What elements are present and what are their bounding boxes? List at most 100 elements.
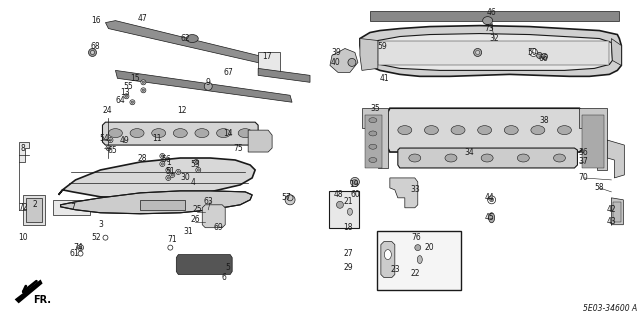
Polygon shape (248, 130, 272, 152)
Text: 75: 75 (234, 144, 243, 152)
Text: 14: 14 (223, 129, 233, 137)
Text: 52: 52 (92, 233, 101, 242)
Ellipse shape (167, 177, 170, 179)
Ellipse shape (141, 88, 146, 93)
Ellipse shape (536, 52, 543, 58)
Ellipse shape (490, 198, 493, 202)
Text: 55: 55 (124, 82, 133, 91)
Text: 5E03-34600 A: 5E03-34600 A (583, 304, 637, 313)
Ellipse shape (529, 48, 538, 56)
Text: 22: 22 (410, 269, 420, 278)
Polygon shape (61, 191, 252, 214)
Ellipse shape (186, 34, 198, 42)
Ellipse shape (173, 129, 188, 137)
Text: 68: 68 (91, 42, 100, 51)
Text: 4: 4 (191, 178, 196, 187)
Polygon shape (372, 33, 612, 70)
Ellipse shape (348, 58, 356, 66)
Text: 71: 71 (168, 235, 177, 244)
Text: 43: 43 (607, 217, 616, 226)
Ellipse shape (78, 251, 83, 256)
Polygon shape (398, 148, 577, 168)
Polygon shape (378, 41, 609, 65)
Ellipse shape (161, 155, 164, 157)
Text: 59: 59 (377, 42, 387, 51)
Text: 58: 58 (595, 183, 604, 192)
Text: FR.: FR. (34, 295, 52, 305)
Polygon shape (22, 195, 45, 225)
Polygon shape (360, 39, 378, 70)
Polygon shape (59, 158, 255, 198)
Polygon shape (19, 142, 29, 162)
Text: 51: 51 (166, 167, 175, 176)
Polygon shape (579, 108, 607, 170)
Text: 64: 64 (116, 96, 125, 105)
Ellipse shape (88, 48, 97, 56)
Text: 49: 49 (120, 136, 129, 145)
Ellipse shape (474, 48, 482, 56)
Text: 56: 56 (161, 155, 172, 165)
Polygon shape (390, 178, 418, 208)
Text: 63: 63 (204, 197, 213, 206)
Ellipse shape (79, 246, 82, 249)
FancyBboxPatch shape (377, 231, 461, 290)
Ellipse shape (517, 154, 529, 162)
Ellipse shape (152, 129, 166, 137)
Ellipse shape (166, 175, 171, 181)
Ellipse shape (409, 154, 420, 162)
Ellipse shape (216, 129, 230, 137)
Text: 50: 50 (527, 48, 538, 57)
Ellipse shape (415, 245, 420, 251)
Ellipse shape (488, 213, 495, 223)
Polygon shape (365, 115, 382, 168)
Ellipse shape (238, 129, 252, 137)
Text: 17: 17 (262, 52, 272, 61)
Polygon shape (106, 21, 270, 65)
Ellipse shape (369, 144, 377, 149)
Polygon shape (362, 108, 388, 168)
Text: 70: 70 (579, 174, 588, 182)
Ellipse shape (197, 169, 200, 171)
Ellipse shape (369, 158, 377, 162)
Polygon shape (52, 200, 90, 215)
Text: 41: 41 (380, 74, 390, 83)
Polygon shape (613, 202, 621, 222)
Text: 76: 76 (411, 233, 420, 242)
Text: 53: 53 (190, 160, 200, 169)
Text: 7: 7 (70, 203, 75, 212)
Polygon shape (202, 205, 225, 228)
Ellipse shape (476, 50, 479, 55)
Text: 8: 8 (20, 144, 25, 152)
Ellipse shape (108, 147, 109, 149)
Text: 44: 44 (484, 193, 495, 202)
Text: 20: 20 (425, 243, 435, 252)
Ellipse shape (488, 196, 495, 204)
Ellipse shape (108, 137, 113, 143)
Polygon shape (26, 198, 42, 222)
Text: 25: 25 (193, 205, 202, 214)
Ellipse shape (90, 50, 95, 55)
Text: 23: 23 (390, 265, 399, 274)
Ellipse shape (109, 139, 112, 141)
Ellipse shape (196, 167, 201, 173)
Text: 28: 28 (138, 153, 147, 162)
Polygon shape (176, 255, 232, 274)
Ellipse shape (369, 118, 377, 123)
Ellipse shape (142, 81, 145, 84)
Ellipse shape (106, 145, 111, 151)
Ellipse shape (168, 245, 173, 250)
Text: 30: 30 (180, 174, 190, 182)
Text: 33: 33 (410, 185, 420, 194)
Text: 35: 35 (370, 104, 380, 113)
Text: 15: 15 (131, 74, 140, 83)
Text: 36: 36 (579, 147, 588, 157)
Text: 40: 40 (331, 58, 341, 67)
Polygon shape (388, 108, 584, 152)
Text: 67: 67 (223, 68, 233, 77)
Ellipse shape (171, 174, 173, 176)
Text: 62: 62 (180, 34, 190, 43)
Ellipse shape (161, 163, 164, 165)
Ellipse shape (541, 54, 547, 59)
Polygon shape (102, 122, 258, 145)
Text: 27: 27 (343, 249, 353, 258)
